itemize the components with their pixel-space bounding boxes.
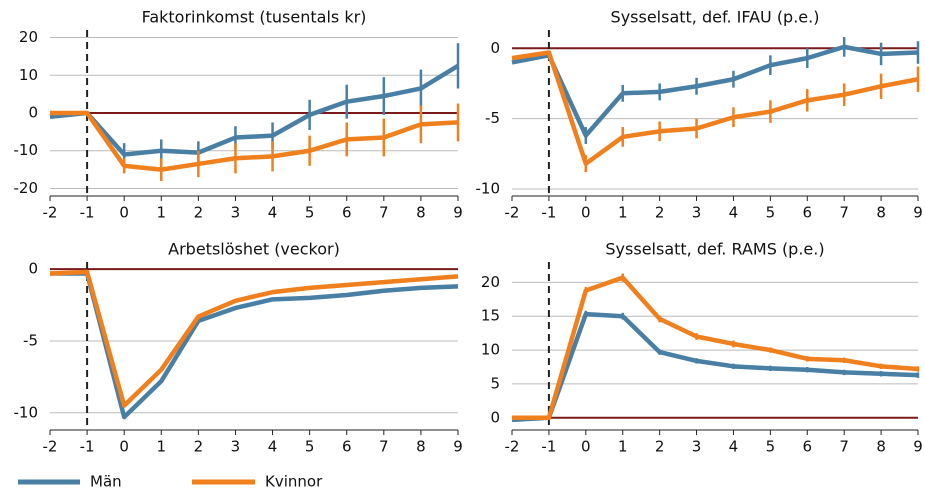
series-line [511, 44, 919, 138]
legend-label: Män [90, 473, 122, 491]
x-tick-label: 2 [194, 438, 204, 456]
x-tick-label: 0 [119, 438, 129, 456]
x-tick-label: 8 [876, 204, 886, 222]
x-tick-label: 8 [416, 438, 426, 456]
series-line [511, 50, 919, 166]
x-tick-label: -1 [80, 438, 95, 456]
chart-title: Sysselsatt, def. RAMS (p.e.) [605, 240, 824, 259]
x-tick-label: 4 [729, 438, 739, 456]
x-tick-label: 7 [379, 438, 389, 456]
legend-label: Kvinnor [265, 473, 323, 491]
x-tick-label: -2 [505, 438, 520, 456]
x-tick-label: 0 [581, 204, 591, 222]
x-tick-label: 7 [839, 204, 849, 222]
y-tick-label: -20 [14, 179, 39, 197]
x-tick-label: -1 [80, 204, 95, 222]
x-tick-label: -2 [43, 204, 58, 222]
x-tick-label: 2 [194, 204, 204, 222]
y-tick-label: -5 [485, 109, 500, 127]
series-line [50, 271, 459, 420]
x-tick-label: 4 [268, 438, 278, 456]
x-tick-label: 6 [342, 204, 352, 222]
x-tick-label: -1 [541, 438, 556, 456]
x-tick-label: 1 [618, 438, 628, 456]
y-tick-label: 20 [481, 273, 500, 291]
x-tick-label: 5 [305, 204, 315, 222]
x-tick-label: 0 [581, 438, 591, 456]
x-tick-label: 7 [379, 204, 389, 222]
x-tick-label: 7 [839, 438, 849, 456]
x-tick-label: 4 [729, 204, 739, 222]
x-tick-label: -2 [505, 204, 520, 222]
x-tick-label: 2 [655, 204, 665, 222]
y-tick-label: -5 [23, 331, 38, 349]
y-tick-label: 10 [19, 66, 38, 84]
x-tick-label: 9 [913, 438, 923, 456]
y-tick-label: -10 [476, 179, 501, 197]
x-tick-label: 1 [156, 438, 166, 456]
y-tick-label: -10 [14, 141, 39, 159]
y-tick-label: 15 [481, 307, 500, 325]
x-tick-label: 5 [766, 438, 776, 456]
x-tick-label: 3 [692, 438, 702, 456]
x-tick-label: 9 [453, 438, 463, 456]
x-tick-label: 3 [231, 438, 241, 456]
chart-title: Sysselsatt, def. IFAU (p.e.) [611, 8, 820, 27]
y-tick-label: 10 [481, 341, 500, 359]
series-line [511, 311, 919, 423]
x-tick-label: 5 [305, 438, 315, 456]
series-line [49, 269, 459, 408]
y-tick-label: 0 [490, 39, 500, 57]
x-tick-label: 9 [453, 204, 463, 222]
x-tick-label: 2 [655, 438, 665, 456]
x-tick-label: 1 [156, 204, 166, 222]
x-tick-label: 5 [766, 204, 776, 222]
series-line [512, 275, 919, 421]
x-tick-label: 9 [913, 204, 923, 222]
y-tick-label: -10 [14, 403, 39, 421]
y-tick-label: 0 [490, 408, 500, 426]
x-tick-label: 6 [802, 204, 812, 222]
x-tick-label: 8 [416, 204, 426, 222]
x-tick-label: 8 [876, 438, 886, 456]
chart-title: Faktorinkomst (tusentals kr) [142, 8, 367, 27]
x-tick-label: 1 [618, 204, 628, 222]
y-tick-label: 0 [28, 260, 38, 278]
x-tick-label: 6 [342, 438, 352, 456]
chart-title: Arbetslöshet (veckor) [168, 240, 340, 259]
y-tick-label: 0 [28, 104, 38, 122]
x-tick-label: 3 [692, 204, 702, 222]
y-tick-label: 5 [490, 374, 500, 392]
series-line [49, 63, 460, 157]
x-tick-label: 4 [268, 204, 278, 222]
x-tick-label: 0 [119, 204, 129, 222]
x-tick-label: 6 [802, 438, 812, 456]
x-tick-label: -2 [43, 438, 58, 456]
series-line [50, 110, 459, 172]
x-tick-label: 3 [231, 204, 241, 222]
y-tick-label: 20 [19, 28, 38, 46]
x-tick-label: -1 [541, 204, 556, 222]
